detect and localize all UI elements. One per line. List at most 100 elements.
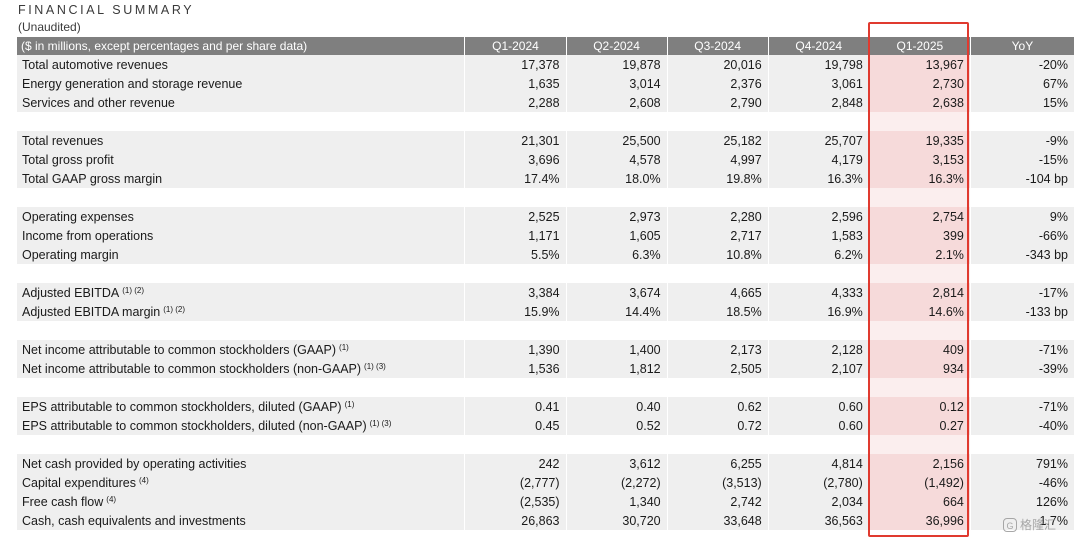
row-label: Net income attributable to common stockh… xyxy=(17,359,465,378)
header-col-yoy: YoY xyxy=(969,37,1074,55)
row-label-text: EPS attributable to common stockholders,… xyxy=(22,418,367,433)
value-cell: 2,742 xyxy=(666,492,768,511)
yoy-cell: 1.7% xyxy=(969,511,1074,530)
spacer-cell xyxy=(565,435,667,454)
value-cell: 19,335 xyxy=(868,131,970,150)
value-cell: 2,608 xyxy=(565,93,667,112)
spacer-cell xyxy=(767,264,869,283)
value-cell: 4,665 xyxy=(666,283,768,302)
table-row: Adjusted EBITDA (1) (2) 3,384 3,674 4,665 4,3… xyxy=(17,283,1074,302)
value-cell: 0.12 xyxy=(868,397,970,416)
table-row: Operating expenses 2,525 2,973 2,280 2,596 2,… xyxy=(17,207,1074,226)
value-cell: 3,153 xyxy=(868,150,970,169)
group-spacer-row xyxy=(17,321,1074,340)
value-cell: 2,717 xyxy=(666,226,768,245)
value-cell: 0.40 xyxy=(565,397,667,416)
yoy-cell: 9% xyxy=(969,207,1074,226)
spacer-cell xyxy=(17,188,465,207)
yoy-cell: -71% xyxy=(969,397,1074,416)
yoy-cell: -46% xyxy=(969,473,1074,492)
footnote-marker: (4) xyxy=(106,494,117,504)
value-cell: 2,288 xyxy=(464,93,566,112)
row-label: Cash, cash equivalents and investments xyxy=(17,511,465,530)
value-cell: 14.6% xyxy=(868,302,970,321)
value-cell: 19,798 xyxy=(767,55,869,74)
value-cell: 2,790 xyxy=(666,93,768,112)
yoy-cell: -133 bp xyxy=(969,302,1074,321)
yoy-cell: -104 bp xyxy=(969,169,1074,188)
value-cell: 0.62 xyxy=(666,397,768,416)
spacer-cell xyxy=(767,435,869,454)
yoy-cell: 791% xyxy=(969,454,1074,473)
spacer-cell xyxy=(868,321,970,340)
row-label-text: Capital expenditures xyxy=(22,475,136,490)
table-row: Net income attributable to common stockh… xyxy=(17,359,1074,378)
value-cell: (3,513) xyxy=(666,473,768,492)
value-cell: 2,814 xyxy=(868,283,970,302)
value-cell: 25,182 xyxy=(666,131,768,150)
value-cell: (2,780) xyxy=(767,473,869,492)
spacer-cell xyxy=(17,264,465,283)
row-label: Operating margin xyxy=(17,245,465,264)
table-row: Cash, cash equivalents and investments 26… xyxy=(17,511,1074,530)
spacer-cell xyxy=(767,112,869,131)
value-cell: 2,973 xyxy=(565,207,667,226)
group-spacer-row xyxy=(17,188,1074,207)
value-cell: 6.3% xyxy=(565,245,667,264)
value-cell: 2,525 xyxy=(464,207,566,226)
value-cell: 2.1% xyxy=(868,245,970,264)
value-cell: 13,967 xyxy=(868,55,970,74)
row-label: Income from operations xyxy=(17,226,465,245)
value-cell: 17.4% xyxy=(464,169,566,188)
value-cell: 2,638 xyxy=(868,93,970,112)
value-cell: 16.3% xyxy=(868,169,970,188)
row-label: Services and other revenue xyxy=(17,93,465,112)
row-label-text: Energy generation and storage revenue xyxy=(22,76,243,91)
spacer-cell xyxy=(464,112,566,131)
value-cell: (2,777) xyxy=(464,473,566,492)
row-label: Net cash provided by operating activitie… xyxy=(17,454,465,473)
spacer-cell xyxy=(565,378,667,397)
footnote-marker: (1) (3) xyxy=(369,418,392,428)
report-title: FINANCIAL SUMMARY xyxy=(18,3,195,17)
header-col-q1-2024: Q1-2024 xyxy=(464,37,566,55)
value-cell: 1,400 xyxy=(565,340,667,359)
value-cell: 3,612 xyxy=(565,454,667,473)
table-row: Total automotive revenues 17,378 19,878 20,… xyxy=(17,55,1074,74)
value-cell: 409 xyxy=(868,340,970,359)
value-cell: 2,596 xyxy=(767,207,869,226)
footnote-marker: (1) (2) xyxy=(122,285,145,295)
table-header-row: ($ in millions, except percentages and p… xyxy=(17,37,1074,55)
value-cell: 0.41 xyxy=(464,397,566,416)
yoy-cell: -15% xyxy=(969,150,1074,169)
value-cell: 18.0% xyxy=(565,169,667,188)
value-cell: 1,536 xyxy=(464,359,566,378)
value-cell: 3,674 xyxy=(565,283,667,302)
row-label: EPS attributable to common stockholders,… xyxy=(17,416,465,435)
spacer-cell xyxy=(17,112,465,131)
value-cell: 16.3% xyxy=(767,169,869,188)
footnote-marker: (1) (3) xyxy=(364,361,386,371)
value-cell: 2,505 xyxy=(666,359,768,378)
value-cell: 19,878 xyxy=(565,55,667,74)
value-cell: 36,996 xyxy=(868,511,970,530)
value-cell: 1,605 xyxy=(565,226,667,245)
row-label-text: Total revenues xyxy=(22,133,104,148)
table-row: Total revenues 21,301 25,500 25,182 25,707 19… xyxy=(17,131,1074,150)
value-cell: 2,034 xyxy=(767,492,869,511)
financial-summary-table: ($ in millions, except percentages and p… xyxy=(17,37,1074,530)
spacer-cell xyxy=(666,435,768,454)
table-row: Net cash provided by operating activitie… xyxy=(17,454,1074,473)
value-cell: 0.52 xyxy=(565,416,667,435)
value-cell: 26,863 xyxy=(464,511,566,530)
value-cell: 2,754 xyxy=(868,207,970,226)
spacer-cell xyxy=(17,435,465,454)
yoy-cell: -343 bp xyxy=(969,245,1074,264)
footnote-marker: (1) xyxy=(344,399,355,409)
value-cell: 934 xyxy=(868,359,970,378)
row-label: Energy generation and storage revenue xyxy=(17,74,465,93)
footnote-marker: (1) xyxy=(339,342,349,352)
spacer-cell xyxy=(868,435,970,454)
group-spacer-row xyxy=(17,435,1074,454)
value-cell: 0.45 xyxy=(464,416,566,435)
